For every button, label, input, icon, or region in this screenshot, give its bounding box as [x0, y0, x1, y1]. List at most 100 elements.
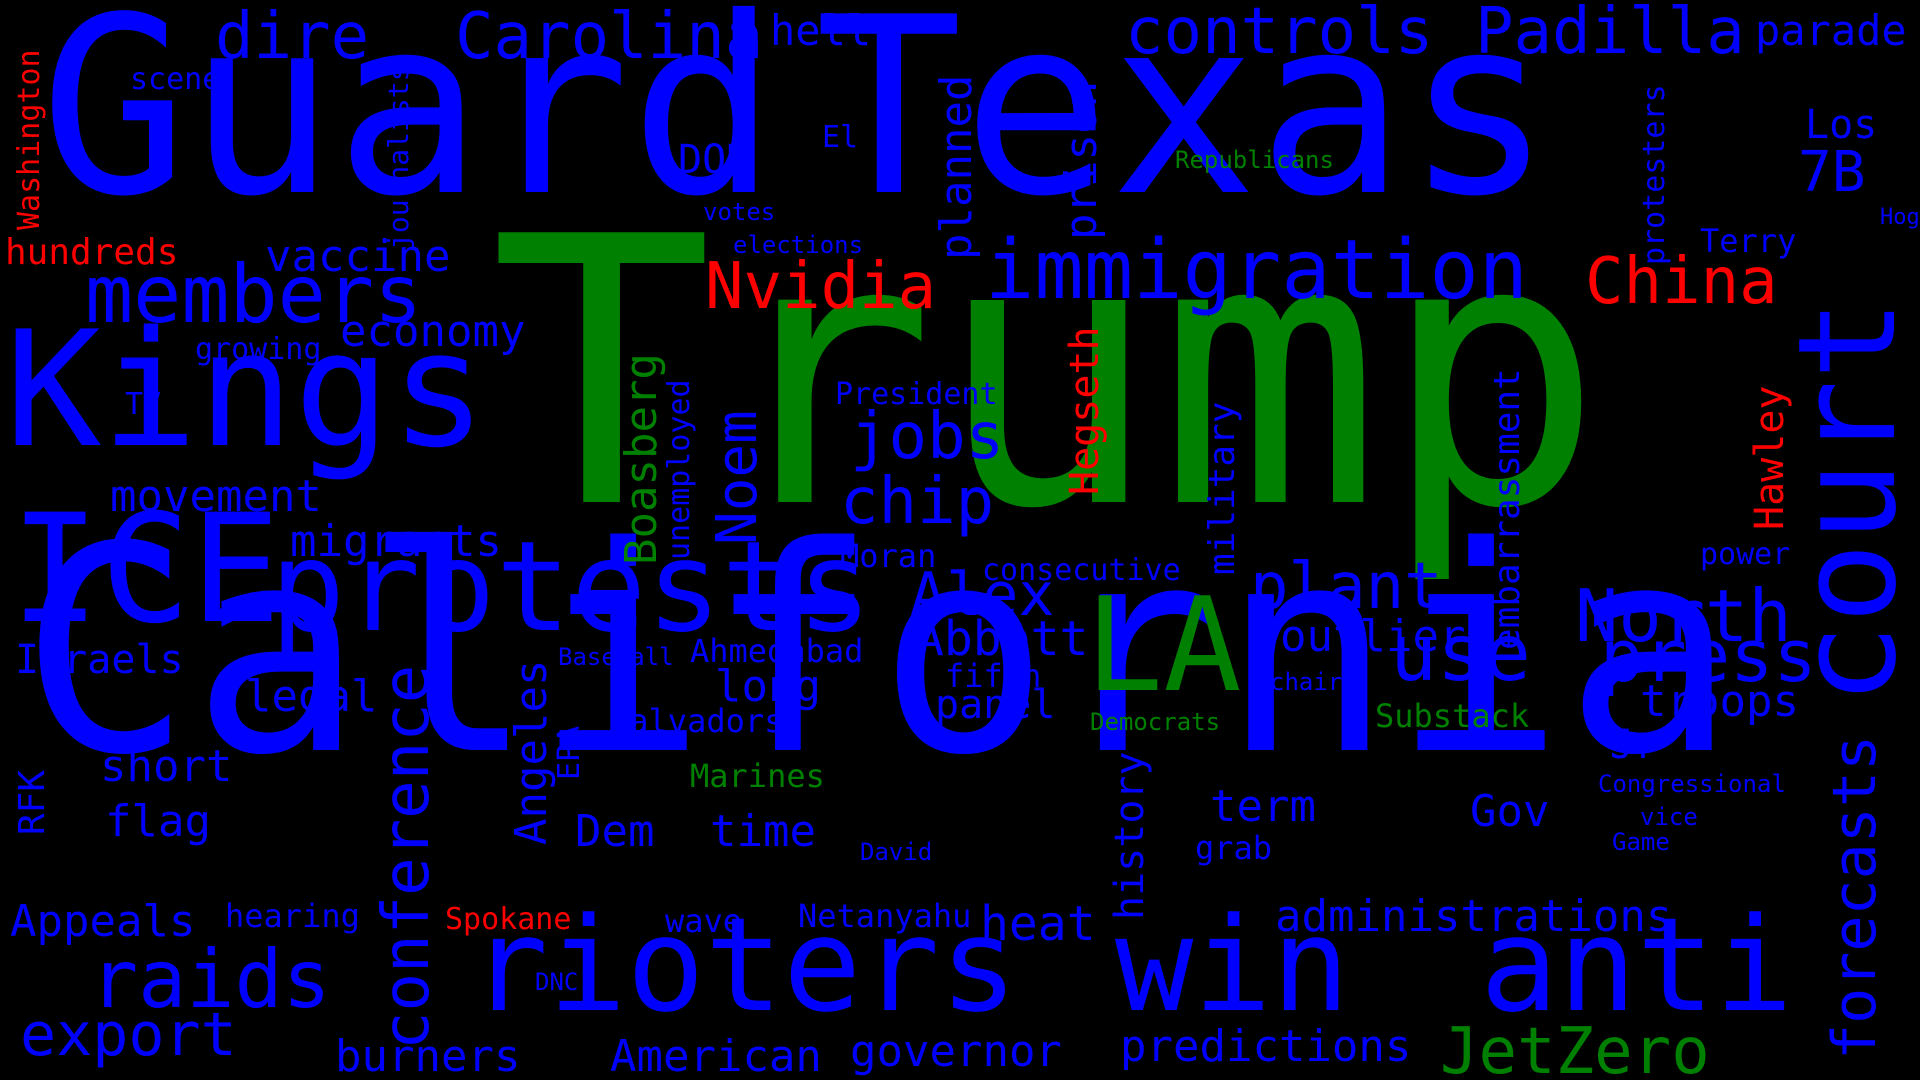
- word-game: Game: [1612, 828, 1670, 856]
- word-el: El: [822, 120, 859, 155]
- word-chair: chair: [1270, 668, 1343, 696]
- word-use: use: [1390, 609, 1531, 699]
- word-time: time: [710, 806, 816, 857]
- word-baseball: Baseball: [558, 643, 674, 671]
- word-la: LA: [1085, 569, 1242, 721]
- word-win: win: [1115, 889, 1350, 1041]
- word-members: members: [85, 248, 423, 341]
- word-trump: Trump: [490, 160, 1604, 590]
- word-jetzero: JetZero: [1440, 1015, 1710, 1080]
- word-marines: Marines: [690, 757, 825, 795]
- word-anti: anti: [1480, 889, 1794, 1041]
- word-hogg: Hogg: [1880, 205, 1920, 230]
- word-vaccine: vaccine: [265, 231, 451, 282]
- word-scene: scene: [130, 62, 221, 97]
- word-rfk: RFK: [12, 769, 53, 835]
- word-hell: hell: [770, 6, 872, 55]
- word-burners: burners: [335, 1031, 521, 1080]
- word-gov: Gov: [1470, 786, 1550, 837]
- word-long: long: [715, 661, 821, 712]
- word-migrants: migrants: [290, 516, 502, 567]
- word-forecasts: forecasts: [1820, 734, 1890, 1060]
- word-netanyahu: Netanyahu: [798, 897, 972, 935]
- word-term: term: [1210, 781, 1316, 832]
- word-padilla: Padilla: [1475, 0, 1745, 69]
- word-dire: dire: [215, 0, 370, 74]
- word-jobs: jobs: [850, 400, 1005, 474]
- word-spokane: Spokane: [445, 902, 572, 937]
- word-parade: parade: [1755, 6, 1907, 55]
- word-export: export: [20, 1000, 237, 1070]
- word-ice: ICE: [10, 483, 281, 657]
- word-elections: elections: [733, 231, 864, 259]
- word-rioters: rioters: [470, 889, 1018, 1041]
- word-movement: movement: [110, 471, 322, 522]
- word-predictions: predictions: [1120, 1021, 1412, 1072]
- word-moran: Moran: [840, 537, 937, 575]
- word-vice: vice: [1640, 803, 1698, 831]
- word-jr: Jr: [1610, 722, 1659, 768]
- word-conference: conference: [370, 664, 444, 1050]
- word-north: North: [1575, 574, 1792, 658]
- word-protesters: protesters: [1637, 84, 1672, 265]
- word-controls: controls: [1125, 0, 1434, 69]
- word-israels: Israels: [15, 637, 184, 683]
- word-unemployed: unemployed: [662, 379, 697, 560]
- word-hawley: Hawley: [1747, 385, 1793, 531]
- word-troops: troops: [1640, 676, 1799, 727]
- word-planned: planned: [931, 74, 982, 260]
- word-economy: economy: [340, 306, 526, 357]
- word-guard: Guard: [40, 0, 778, 250]
- word-chip: chip: [840, 465, 995, 539]
- word-press: press: [1600, 614, 1817, 698]
- word-outlier: outlier: [1280, 611, 1466, 662]
- word-growing: growing: [195, 332, 322, 367]
- word-hearing: hearing: [225, 897, 360, 935]
- word-dnc: DNC: [535, 968, 579, 996]
- word-immigration: immigration: [985, 223, 1529, 318]
- word-grab: grab: [1195, 829, 1273, 867]
- word-dem: Dem: [575, 806, 655, 857]
- word-legal: legal: [245, 671, 378, 722]
- word-panel: panel: [935, 682, 1056, 728]
- word-washington: Washington: [12, 49, 47, 230]
- word-boasberg: Boasberg: [616, 353, 667, 565]
- word-wave: wave: [665, 902, 743, 940]
- word-american: American: [610, 1031, 822, 1080]
- word-kings: Kings: [5, 296, 487, 483]
- word-consecutive: consecutive: [982, 553, 1181, 588]
- word-congressional: Congressional: [1598, 770, 1786, 798]
- word-prison: prison: [1056, 81, 1107, 240]
- word-journalists: journalists: [382, 64, 415, 250]
- word-protests: protests: [270, 515, 873, 660]
- word-china: China: [1585, 245, 1778, 319]
- word-power: power: [1700, 537, 1791, 572]
- word-salvadors: Salvadors: [610, 702, 784, 740]
- word-los: Los: [1805, 102, 1878, 148]
- word-alex: Alex: [910, 560, 1055, 630]
- word-democrats: Democrats: [1090, 708, 1221, 736]
- word-republicans: Republicans: [1175, 146, 1334, 174]
- word-votes: votes: [703, 198, 776, 226]
- word-noem: Noem: [705, 410, 770, 545]
- word-substack: Substack: [1375, 697, 1530, 735]
- word-administrations: administrations: [1275, 891, 1673, 942]
- word-sevenb: 7B: [1798, 140, 1866, 205]
- word-tv: TV: [125, 387, 162, 422]
- word-history: history: [1107, 751, 1153, 920]
- word-carolina: Carolina: [455, 0, 764, 74]
- word-short: short: [100, 741, 233, 792]
- word-embarrassment: embarrassment: [1487, 368, 1528, 650]
- word-fifth: fifth: [945, 657, 1042, 695]
- word-plant: plant: [1250, 550, 1443, 624]
- word-hegseth: Hegseth: [1062, 326, 1108, 495]
- word-military: military: [1202, 401, 1243, 575]
- word-california: California: [20, 486, 1736, 818]
- word-epa: EPA: [552, 725, 587, 780]
- word-governor: governor: [850, 1026, 1062, 1077]
- word-raids: raids: [90, 933, 331, 1026]
- word-flag: flag: [105, 796, 211, 847]
- word-nvidia: Nvidia: [705, 250, 937, 324]
- word-president: President: [835, 377, 998, 412]
